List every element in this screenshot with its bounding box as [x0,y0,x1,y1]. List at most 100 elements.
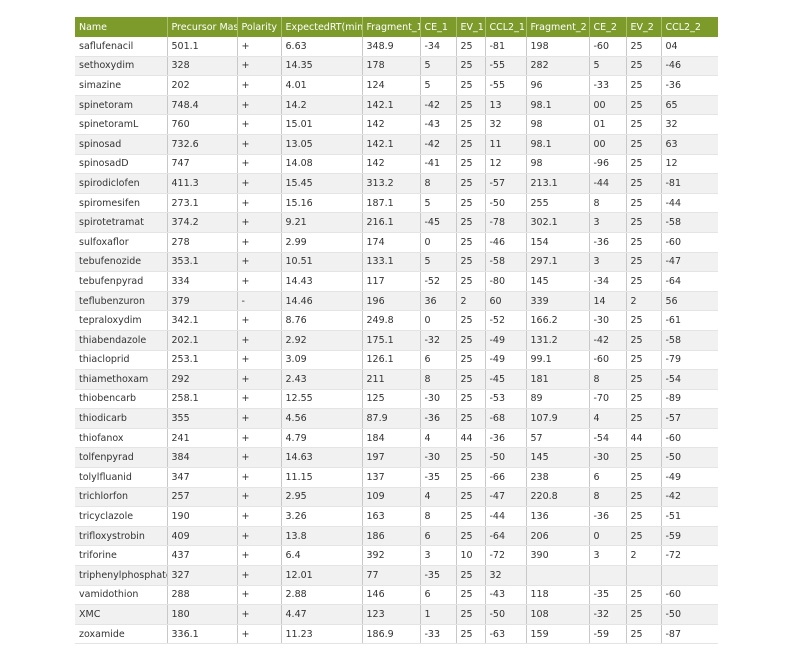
table-cell: -42 [420,134,457,155]
table-cell: 145 [526,271,590,292]
table-cell: -49 [485,330,527,351]
table-cell: 154 [526,232,590,253]
table-cell: 4 [420,428,457,449]
table-cell: 25 [456,526,486,547]
table-cell: 0 [589,526,627,547]
table-cell: 10 [456,545,486,567]
table-row: spinosadD 747 +14.08 142 -41 25 12 98 -96 25 12 [75,154,718,175]
table-cell: -46 [485,232,527,253]
table-cell: + [237,56,282,77]
table-cell: -63 [485,624,527,645]
table-cell: 25 [626,310,662,331]
table-cell: 2.95 [281,487,363,508]
table-cell: 747 [167,154,238,175]
table-cell: 190 [167,506,238,527]
table-cell: -35 [420,467,457,488]
table-cell: -60 [661,232,718,253]
data-table: Name Precursor Mass Polarity ExpectedRT(min… [75,17,718,645]
table-cell: 213.1 [526,173,590,194]
table-cell: -89 [661,389,718,410]
table-row: thiabendazole 202.1 +2.92 175.1 -32 25 -49 131.… [75,330,718,351]
table-row: thiofanox 241 +4.79 184 4 44 -36 57 -54 44 -60 [75,428,718,449]
table-cell: 181 [526,369,590,390]
table-cell: 99.1 [526,350,590,371]
table-row: thiacloprid 253.1 +3.09 126.1 6 25 -49 99.1 -60 2… [75,350,718,371]
table-cell: 313.2 [362,173,421,194]
table-cell: -36 [485,428,527,449]
table-cell: 126.1 [362,350,421,371]
table-cell: 13 [485,95,527,116]
table-cell: 6 [589,467,627,488]
table-row: thiodicarb 355 +4.56 87.9 -36 25 -68 107.9 4 25 -5… [75,408,718,429]
table-cell: 117 [362,271,421,292]
table-cell: 11.23 [281,624,363,645]
table-cell: -54 [589,428,627,449]
table-cell: spiromesifen [75,193,168,214]
table-row: tebufenozide 353.1 +10.51 133.1 5 25 -58 297.1 3… [75,252,718,273]
table-cell: 98.1 [526,134,590,155]
table-row: spinosad 732.6 +13.05 142.1 -42 25 11 98.1 00 25 6… [75,134,718,155]
table-cell: 278 [167,232,238,253]
table-cell: tolylfluanid [75,467,168,488]
table-cell: thiabendazole [75,330,168,351]
table-cell: 3 [589,212,627,233]
table-cell: + [237,37,282,57]
table-cell: 206 [526,526,590,547]
table-cell: 11.15 [281,467,363,488]
table-cell: 25 [626,408,662,429]
table-cell: 348.9 [362,37,421,57]
table-cell: 3 [589,545,627,567]
table-cell: 14 [589,291,627,312]
table-cell: 292 [167,369,238,390]
table-cell: + [237,526,282,547]
table-cell: 1 [420,604,457,625]
table-cell: -36 [661,75,718,96]
table-cell: 760 [167,114,238,135]
table-row: triforine 437 +6.4 392 3 10 -72 390 3 2 -72 [75,545,718,567]
table-cell: 25 [626,193,662,214]
table-cell: + [237,75,282,96]
table-cell: -47 [485,487,527,508]
table-cell: 136 [526,506,590,527]
table-cell: 180 [167,604,238,625]
table-cell: 89 [526,389,590,410]
table-cell: 6 [420,585,457,606]
table-cell: 25 [626,526,662,547]
column-header: Precursor Mass [167,17,238,37]
table-cell: 2.43 [281,369,363,390]
table-cell: 347 [167,467,238,488]
table-row: thiamethoxam 292 +2.43 211 8 25 -45 181 8 25 -54 [75,369,718,390]
table-cell: 501.1 [167,37,238,57]
table-cell: -60 [661,428,718,449]
table-cell: 3.09 [281,350,363,371]
table-cell: 25 [456,252,486,273]
table-cell: -44 [661,193,718,214]
table-cell: -50 [661,604,718,625]
column-header: EV_2 [626,17,662,37]
table-cell: -70 [589,389,627,410]
table-cell: 249.8 [362,310,421,331]
table-cell: 2 [456,291,486,312]
table-cell: 25 [626,154,662,175]
table-cell: 437 [167,545,238,567]
table-row: trichlorfon 257 +2.95 109 4 25 -47 220.8 8 25 -42 [75,487,718,508]
table-cell: 6.63 [281,37,363,57]
table-cell: -81 [485,37,527,57]
table-cell: 25 [626,95,662,116]
table-cell: -46 [661,56,718,77]
table-cell: 6 [420,526,457,547]
table-cell: -44 [589,173,627,194]
empty-cell [626,565,662,586]
table-cell: 253.1 [167,350,238,371]
table-cell: 25 [626,330,662,351]
table-cell: -58 [485,252,527,273]
table-row: tolylfluanid 347 +11.15 137 -35 25 -66 238 6 25 -4… [75,467,718,488]
table-cell: 25 [456,585,486,606]
table-row: tebufenpyrad 334 +14.43 117 -52 25 -80 145 -34 25… [75,271,718,292]
table-cell: 6 [420,350,457,371]
table-cell: 25 [626,585,662,606]
table-cell: -30 [589,447,627,469]
table-cell: 5 [420,252,457,273]
table-cell: 384 [167,447,238,469]
empty-cell [526,565,590,586]
